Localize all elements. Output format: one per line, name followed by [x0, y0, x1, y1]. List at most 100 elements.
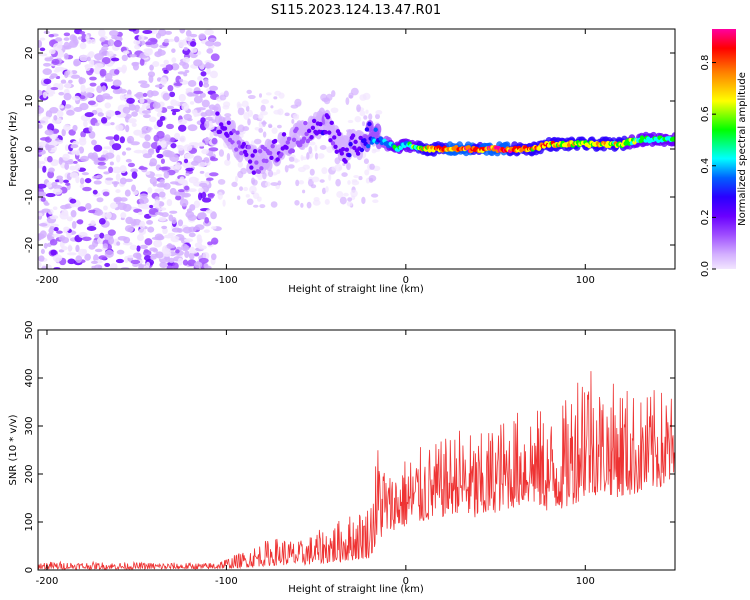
- spectrogram-noise-blob: [44, 202, 50, 206]
- spectrogram-scatter-blob: [287, 164, 295, 169]
- spectrogram-noise-blob: [63, 124, 71, 131]
- ridge-core: [235, 130, 240, 135]
- spectrogram-noise-blob: [138, 34, 145, 42]
- snr-y-ticks: 0 100 200 300 400 500: [24, 320, 675, 573]
- ridge-core: [332, 135, 337, 140]
- spectrogram-noise-blob: [178, 93, 186, 102]
- spectrogram-scatter-blob: [242, 126, 250, 132]
- spectrogram-noise-blob: [203, 78, 209, 85]
- spectrogram-scatter-blob: [350, 87, 359, 96]
- spectrogram-noise-blob: [79, 138, 87, 146]
- colorbar-tick-label: 0.0: [700, 261, 711, 277]
- spectrogram-scatter-blob: [323, 97, 331, 105]
- spectrogram-noise-blob: [148, 74, 154, 83]
- spectrogram-noise-blob: [115, 258, 124, 264]
- ridge-core: [466, 145, 471, 150]
- spectrogram-noise-blob: [156, 183, 166, 188]
- spectrogram-noise-blob: [183, 238, 194, 243]
- spectrogram-noise-blob: [170, 108, 181, 113]
- spectrogram-noise-blob: [84, 178, 92, 184]
- spectrogram-noise-blob: [209, 157, 219, 162]
- spectrogram-noise-blob: [177, 145, 185, 151]
- spectrogram-noise-blob: [196, 107, 206, 111]
- ridge-core: [329, 120, 334, 126]
- spectrogram-noise-blob: [93, 157, 99, 165]
- spectrogram-noise-blob: [204, 109, 214, 117]
- spectrogram-noise-blob: [38, 222, 48, 227]
- spectrogram-noise-blob: [133, 149, 144, 154]
- spectrogram-noise-blob: [68, 159, 74, 163]
- spectrogram-noise-blob: [210, 211, 217, 220]
- spectrogram-noise-blob: [47, 123, 55, 132]
- spectrogram-noise-blob: [82, 248, 88, 255]
- spectrogram-scatter-blob: [347, 119, 354, 124]
- spectrogram-noise-blob: [64, 144, 70, 152]
- x-tick-label: -200: [36, 576, 59, 587]
- spectrogram-noise-blob: [86, 226, 97, 231]
- spectrogram-scatter-blob: [270, 182, 279, 186]
- spectrogram-noise-blob: [145, 261, 151, 267]
- spectrogram-noise-blob: [207, 193, 214, 199]
- spectrogram-noise-blob: [109, 202, 118, 209]
- spectrogram-noise-blob: [49, 107, 59, 114]
- spectrogram-noise-blob: [177, 219, 184, 227]
- snr-x-ticks: -200 -100 0 100: [36, 330, 595, 587]
- spectrogram-noise-blob: [142, 92, 148, 97]
- spectrogram-noise-blob: [199, 92, 206, 98]
- spectrogram-noise-blob: [103, 205, 108, 211]
- spectrogram-scatter-blob: [361, 196, 366, 205]
- spectrogram-noise-blob: [106, 50, 114, 57]
- spectrogram-noise-blob: [193, 109, 198, 118]
- spectrogram-scatter-blob: [245, 105, 250, 112]
- spectrogram-noise-blob: [187, 80, 197, 87]
- ridge-core: [269, 155, 274, 161]
- spectrogram-noise-blob: [53, 227, 59, 232]
- spectrogram-noise-blob: [90, 260, 98, 265]
- ridge-core: [290, 148, 295, 154]
- spectrogram-scatter-blob: [247, 94, 256, 100]
- ridge-core: [309, 135, 314, 140]
- spectrogram-noise-blob: [141, 102, 151, 110]
- spectrogram-noise-blob: [209, 172, 219, 177]
- spectrogram-noise-blob: [205, 40, 215, 47]
- spectrogram-scatter-blob: [239, 186, 244, 191]
- x-tick-label: 100: [576, 275, 595, 286]
- spectrogram-noise-blob: [205, 62, 211, 69]
- spectrogram-noise-blob: [179, 78, 184, 83]
- spectrogram-noise-blob: [53, 69, 61, 73]
- spectrogram-noise-blob: [70, 209, 77, 218]
- spectrogram-noise-blob: [177, 189, 186, 193]
- spectrogram-scatter-blob: [353, 174, 360, 179]
- spectrogram-noise-blob: [99, 232, 105, 239]
- spectrogram-scatter-blob: [276, 124, 282, 129]
- spectrogram-noise-blob: [182, 62, 190, 70]
- spectrogram-noise-blob: [56, 110, 64, 118]
- spectrogram-noise-blob: [85, 202, 92, 210]
- spectrogram-noise-blob: [158, 166, 168, 171]
- spectrogram-noise-blob: [153, 239, 163, 248]
- spectrogram-noise-blob: [128, 29, 137, 32]
- spectrogram-scatter-blob: [368, 113, 373, 121]
- spectrogram-noise-blob: [92, 189, 98, 195]
- spectrogram-x-label: Height of straight line (km): [288, 284, 424, 295]
- spectrogram-noise-blob: [38, 261, 42, 269]
- x-tick-label: -100: [215, 275, 238, 286]
- spectrogram-noise-blob: [206, 177, 214, 181]
- spectrogram-noise-blob: [82, 186, 92, 192]
- spectrogram-noise-blob: [61, 128, 66, 137]
- spectrogram-noise-blob: [60, 204, 70, 210]
- spectrogram-noise-blob: [104, 152, 115, 159]
- spectrogram-noise-blob: [84, 112, 94, 118]
- spectrogram-scatter-blob: [252, 113, 260, 121]
- spectrogram-noise-blob: [87, 152, 95, 159]
- spectrogram-scatter-blob: [257, 114, 264, 120]
- spectrogram-scatter-blob: [343, 192, 349, 197]
- spectrogram-noise-blob: [115, 124, 124, 131]
- spectrogram-noise-blob: [157, 145, 162, 151]
- spectrogram-noise-blob: [194, 242, 203, 249]
- spectrogram-y-label: Frequency (Hz): [8, 111, 19, 187]
- spectrogram-scatter-blob: [243, 186, 249, 192]
- spectrogram-noise-blob: [39, 230, 47, 239]
- spectrogram-noise-blob: [193, 155, 203, 164]
- spectrogram-noise-blob: [204, 29, 214, 36]
